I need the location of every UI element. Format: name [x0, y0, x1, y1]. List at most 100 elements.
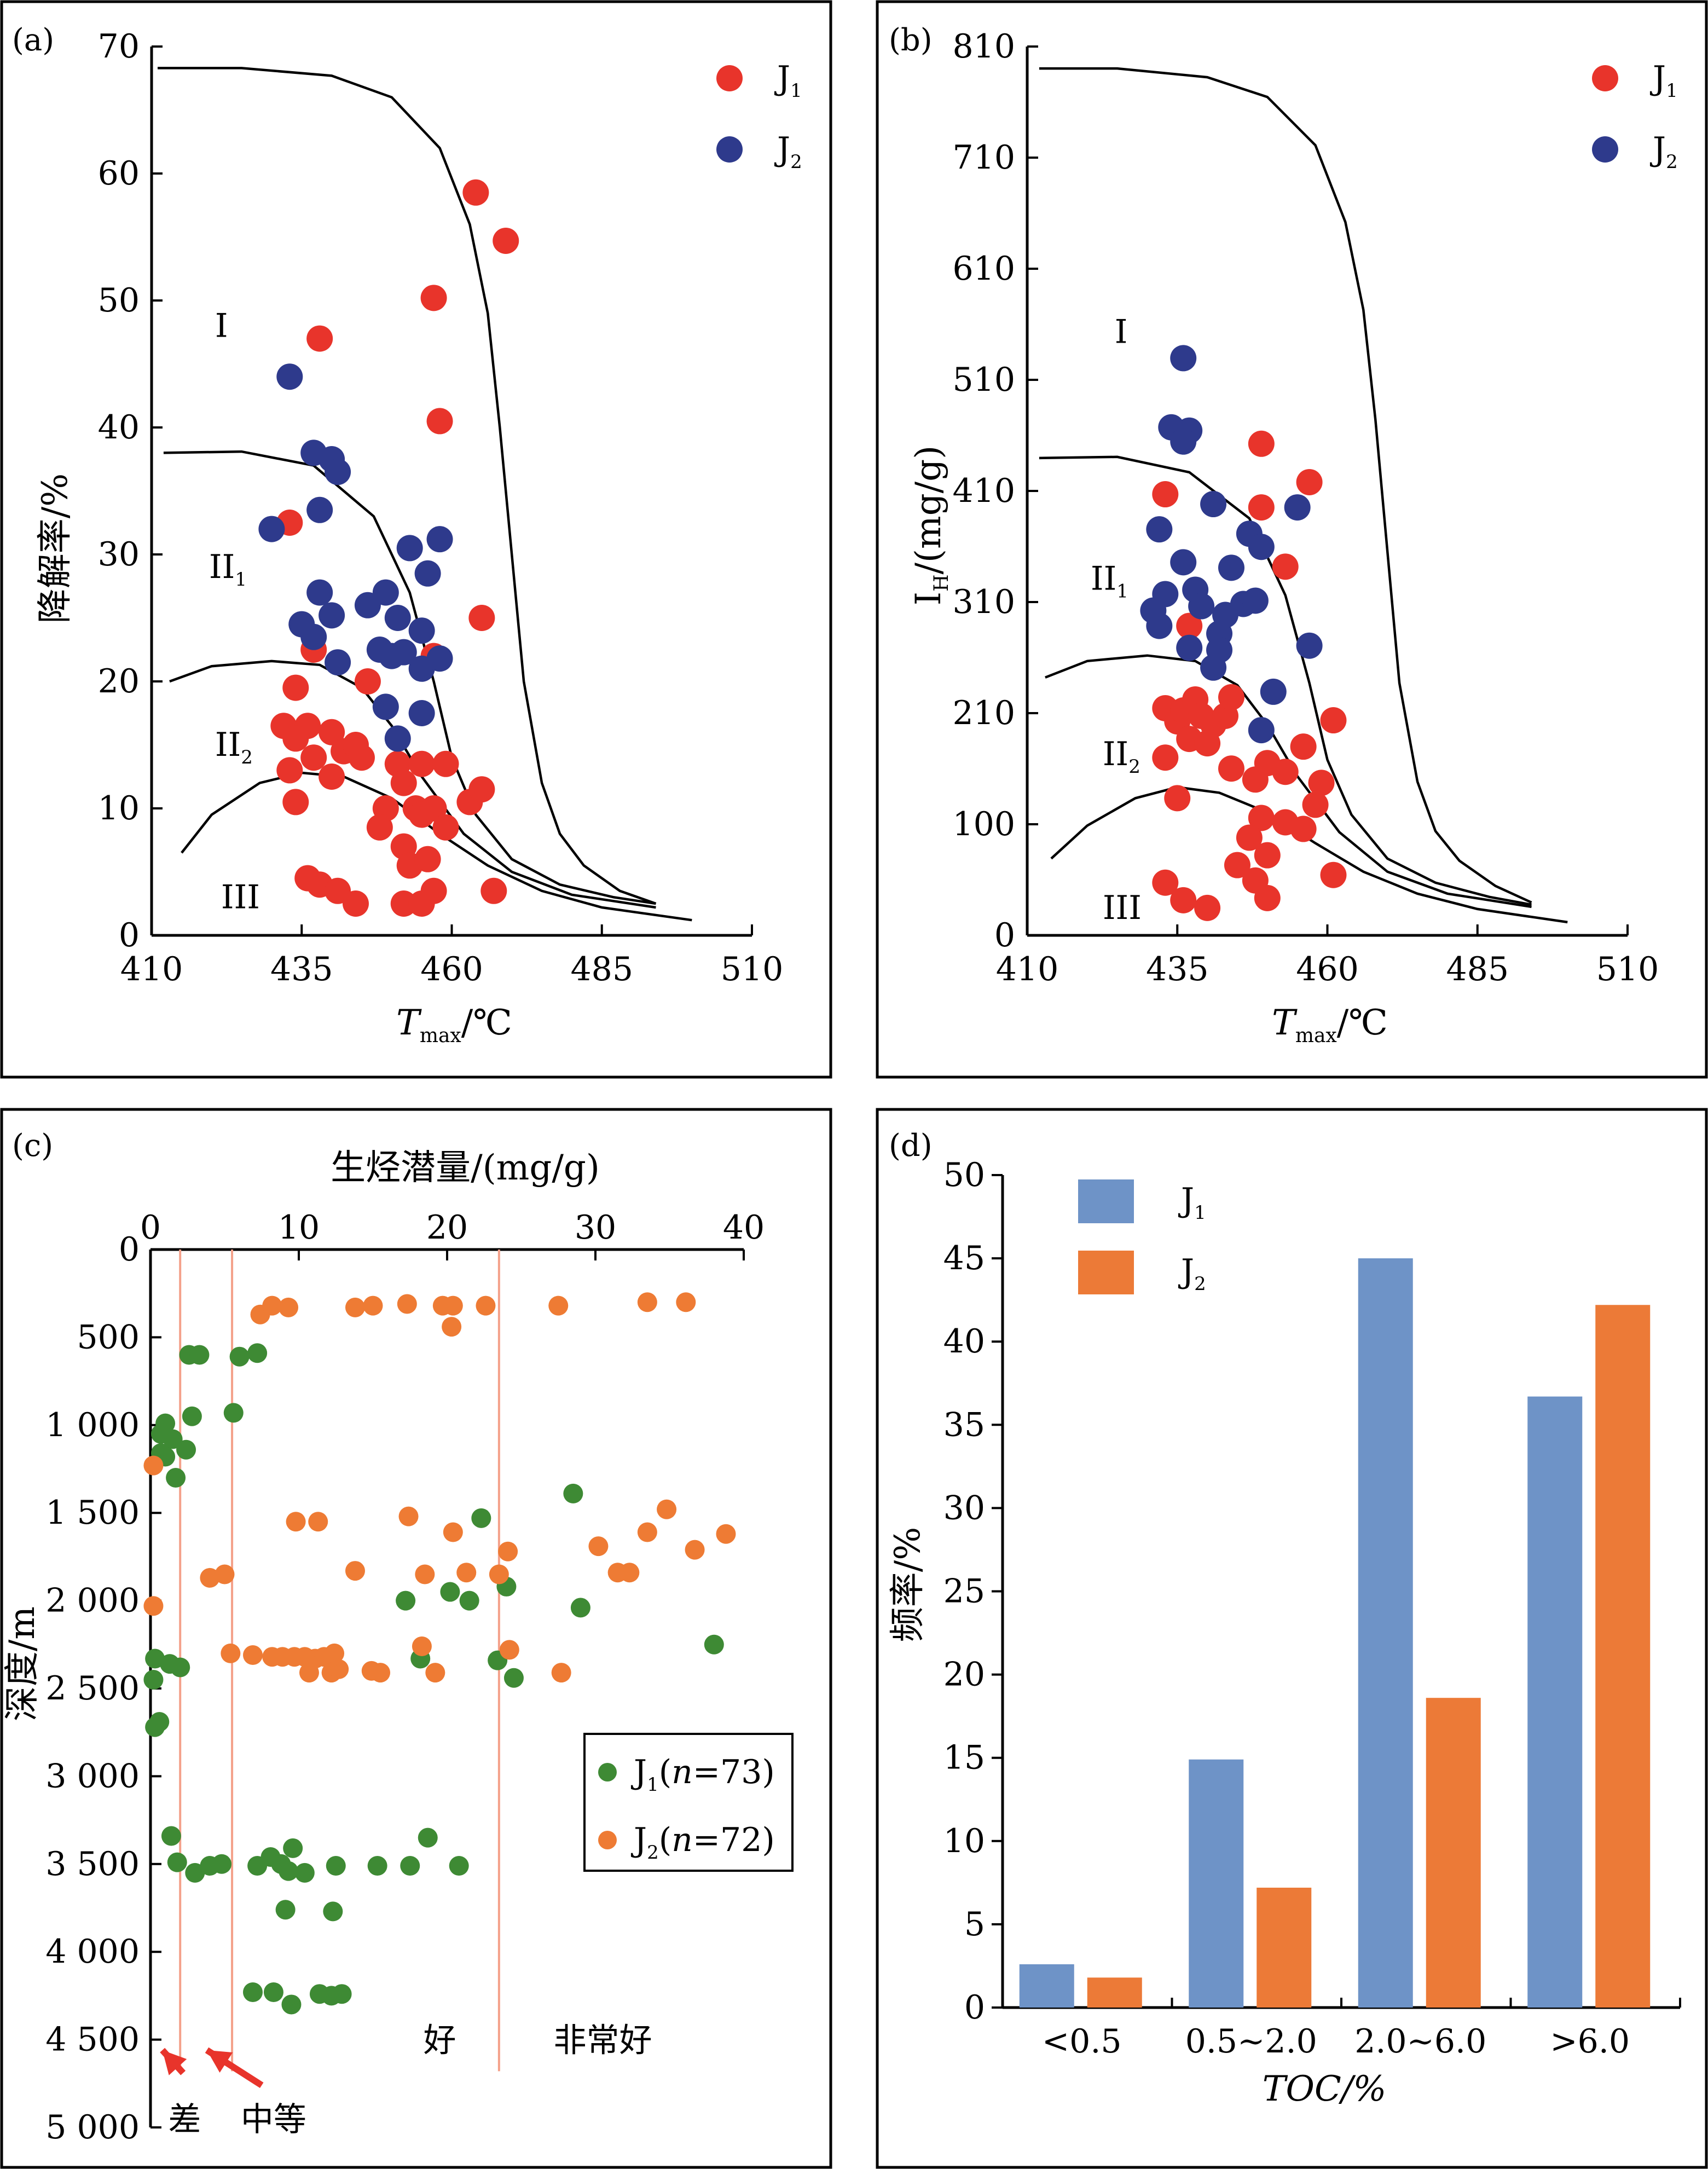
panel-c-point-orange: [262, 1295, 282, 1316]
panel-b-legend-label: J1: [1649, 59, 1678, 102]
panel-a-y-tick-label: 30: [98, 535, 140, 574]
panel-d-bar-2: [1257, 1887, 1312, 2008]
panel-a-point-blue: [384, 725, 411, 752]
panel-c-point-green: [563, 1483, 583, 1503]
panel-a-point-red: [408, 750, 435, 777]
panel-c-point-orange: [279, 1297, 299, 1317]
panel-d-y-tick-label: 50: [943, 1156, 985, 1194]
panel-b-point-blue: [1242, 587, 1269, 614]
panel-a-point-blue: [258, 516, 285, 542]
panel-c-point-green: [503, 1668, 524, 1688]
panel-c-y-tick-label: 1 500: [45, 1494, 140, 1532]
panel-a-x-tick-label: 410: [120, 950, 183, 988]
panel-a-point-red: [354, 668, 381, 695]
panel-b-point-red: [1320, 707, 1347, 734]
panel-c-point-green: [275, 1900, 296, 1920]
panel-b-legend-label: J2: [1649, 130, 1678, 173]
panel-c-point-green: [247, 1343, 268, 1363]
panel-a-y-tick-label: 40: [98, 408, 140, 447]
panel-c-point-green: [166, 1468, 186, 1488]
panel-b-point-blue: [1170, 345, 1197, 372]
panel-c-y-axis-title: 深度/m: [2, 1606, 43, 1721]
panel-a-point-blue: [306, 579, 333, 606]
panel-c-point-orange: [456, 1563, 477, 1583]
panel-c-legend-box: [583, 1733, 794, 1872]
panel-d-frame: [876, 1108, 1708, 2169]
panel-d-y-tick-label: 35: [943, 1405, 985, 1444]
panel-c-x-axis-title: 生烃潜量/(mg/g): [331, 1148, 600, 1188]
panel-a-zone-label: III: [221, 878, 260, 916]
panel-b-point-red: [1152, 869, 1179, 896]
panel-a-point-red: [420, 285, 447, 311]
panel-a-point-red: [276, 757, 303, 784]
panel-b-point-blue: [1146, 516, 1173, 543]
panel-a-point-blue: [325, 459, 351, 485]
panel-c-point-orange: [425, 1663, 445, 1683]
panel-d-bar-2: [1426, 1698, 1481, 2008]
panel-b-point-red: [1248, 430, 1275, 457]
panel-d-y-tick-label: 0: [964, 1988, 985, 2027]
panel-b-point-red: [1194, 894, 1221, 921]
panel-b-point-blue: [1218, 554, 1244, 581]
panel-c-point-green: [279, 1861, 299, 1881]
panel-c-point-green: [170, 1657, 190, 1678]
panel-d-y-tick-label: 30: [943, 1489, 985, 1527]
panel-b-point-blue: [1200, 654, 1227, 681]
panel-c-point-orange: [363, 1295, 383, 1316]
panel-c-point-orange: [499, 1640, 519, 1660]
panel-c-point-orange: [412, 1636, 432, 1657]
panel-a-point-red: [366, 814, 393, 841]
panel-a-legend-label: J1: [774, 59, 802, 102]
panel-c-point-green: [704, 1634, 724, 1655]
panel-b-boundary-curve-2: [1039, 455, 1532, 906]
panel-c-point-orange: [221, 1643, 241, 1663]
panel-a-y-tick-label: 20: [98, 662, 140, 701]
panel-c-y-tick-label: 2 000: [45, 1582, 140, 1620]
panel-a-point-blue: [372, 693, 399, 720]
panel-c-point-orange: [551, 1663, 571, 1683]
panel-b-zone-label: III: [1103, 889, 1142, 927]
panel-c-point-green: [143, 1669, 164, 1690]
panel-b-point-red: [1290, 733, 1317, 760]
panel-d-y-tick-label: 45: [943, 1239, 985, 1277]
panel-b-point-blue: [1200, 491, 1227, 518]
panel-d-legend-swatch-2: [1078, 1251, 1134, 1294]
panel-c-legend-marker-orange: [598, 1831, 617, 1849]
panel-c-point-green: [396, 1590, 416, 1611]
panel-c-point-green: [367, 1856, 387, 1876]
panel-a-y-tick-label: 10: [98, 789, 140, 828]
panel-c-arrow-head: [162, 2050, 187, 2075]
panel-b-point-red: [1224, 852, 1250, 878]
panel-c-x-tick-label: 30: [575, 1208, 616, 1247]
panel-b-point-red: [1302, 791, 1329, 818]
panel-b-x-tick-label: 460: [1296, 950, 1359, 988]
panel-c-point-green: [449, 1856, 469, 1876]
panel-c-point-green: [570, 1598, 590, 1618]
panel-b-point-blue: [1170, 428, 1197, 455]
panel-c-point-green: [145, 1649, 165, 1669]
panel-d-bar-2: [1595, 1305, 1651, 2008]
panel-c-point-orange: [588, 1536, 609, 1557]
panel-c-point-orange: [676, 1292, 696, 1312]
panel-a-point-red: [420, 795, 447, 822]
panel-c-point-green: [400, 1856, 420, 1876]
panel-c-point-green: [176, 1439, 196, 1460]
panel-c-point-green: [145, 1717, 165, 1737]
panel-d-y-tick-label: 10: [943, 1822, 985, 1860]
panel-d-legend-label: J2: [1178, 1252, 1206, 1295]
panel-a-point-red: [468, 776, 495, 803]
panel-a-point-red: [414, 846, 441, 872]
panel-c-point-orange: [370, 1663, 391, 1683]
panel-b-y-axis-title: IH/(mg/g): [908, 446, 953, 605]
panel-c-point-orange: [443, 1295, 463, 1316]
panel-d-legend-label: J1: [1178, 1181, 1206, 1224]
panel-c-point-orange: [489, 1564, 509, 1584]
panel-a-point-red: [390, 890, 417, 917]
panel-c-point-orange: [637, 1522, 657, 1542]
panel-a-boundary-curve-1: [158, 67, 657, 905]
panel-c-point-green: [418, 1827, 438, 1848]
panel-c-point-green: [229, 1346, 250, 1367]
panel-b-point-red: [1152, 744, 1179, 771]
panel-c-arrow-label: 中等: [241, 2101, 306, 2139]
panel-c-zone-label: 好: [423, 2022, 456, 2060]
